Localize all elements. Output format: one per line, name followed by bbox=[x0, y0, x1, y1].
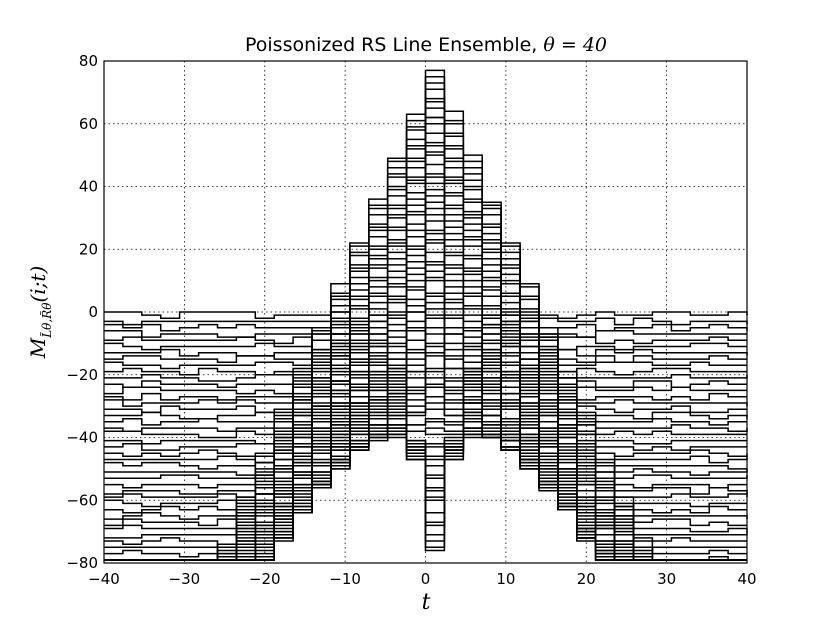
ensemble-line-57 bbox=[104, 421, 747, 451]
ensemble-line-44 bbox=[104, 342, 748, 533]
ensemble-line-40 bbox=[104, 314, 747, 558]
y-tick-label: −80 bbox=[66, 554, 98, 572]
y-tick-label: 60 bbox=[79, 115, 98, 133]
x-tick-label: −20 bbox=[249, 570, 281, 588]
ensemble-line-47 bbox=[104, 355, 747, 514]
ensemble-line-41 bbox=[104, 317, 747, 552]
chart-title-text: Poissonized RS Line Ensemble, bbox=[245, 34, 543, 56]
chart-title: Poissonized RS Line Ensemble, θ = 40 bbox=[245, 34, 607, 56]
x-tick-label: 30 bbox=[657, 570, 676, 588]
ensemble-line-39 bbox=[104, 308, 747, 561]
plot-frame bbox=[103, 60, 748, 564]
ensemble-line-59 bbox=[104, 430, 747, 439]
ensemble-line-78 bbox=[104, 311, 748, 552]
x-axis-label: t bbox=[422, 590, 431, 615]
ensemble-line-50 bbox=[104, 377, 748, 495]
y-axis-label-sub: L̃θ,R̃θ bbox=[39, 302, 54, 339]
chart-title-theta: θ bbox=[543, 34, 555, 56]
y-tick-label: 0 bbox=[88, 303, 98, 321]
y-tick-label: 20 bbox=[79, 240, 98, 258]
ensemble-line-49 bbox=[104, 370, 748, 502]
y-tick-label: −40 bbox=[66, 429, 98, 447]
y-tick-labels: 80 60 40 20 0 −20 −40 −60 −80 bbox=[66, 52, 98, 572]
chart-title-value: 40 bbox=[582, 34, 607, 56]
y-axis-label-args: (i;t) bbox=[26, 266, 50, 303]
series-lines bbox=[104, 69, 748, 561]
x-tick-label: 40 bbox=[737, 570, 756, 588]
ensemble-line-63 bbox=[104, 405, 747, 461]
x-tick-label: 0 bbox=[421, 570, 431, 588]
y-axis-label: ML̃θ,R̃θ(i;t) bbox=[26, 266, 54, 360]
x-tick-labels: −40 −30 −20 −10 0 10 20 30 40 bbox=[88, 570, 756, 588]
x-tick-label: −10 bbox=[329, 570, 361, 588]
y-tick-label: 80 bbox=[79, 52, 98, 70]
y-tick-label: 40 bbox=[79, 178, 98, 196]
y-tick-label: −60 bbox=[66, 491, 98, 509]
y-axis-label-base: M bbox=[26, 337, 50, 359]
x-tick-label: −40 bbox=[88, 570, 120, 588]
ensemble-line-51 bbox=[104, 383, 747, 489]
y-tick-label: −20 bbox=[66, 366, 98, 384]
ensemble-line-55 bbox=[104, 408, 748, 464]
x-tick-label: 20 bbox=[577, 570, 596, 588]
svg-text:ML̃θ,R̃θ(i;t): ML̃θ,R̃θ(i;t) bbox=[26, 266, 54, 360]
x-tick-label: 10 bbox=[496, 570, 515, 588]
chart-title-eq: = bbox=[555, 34, 583, 56]
x-tick-label: −30 bbox=[169, 570, 201, 588]
